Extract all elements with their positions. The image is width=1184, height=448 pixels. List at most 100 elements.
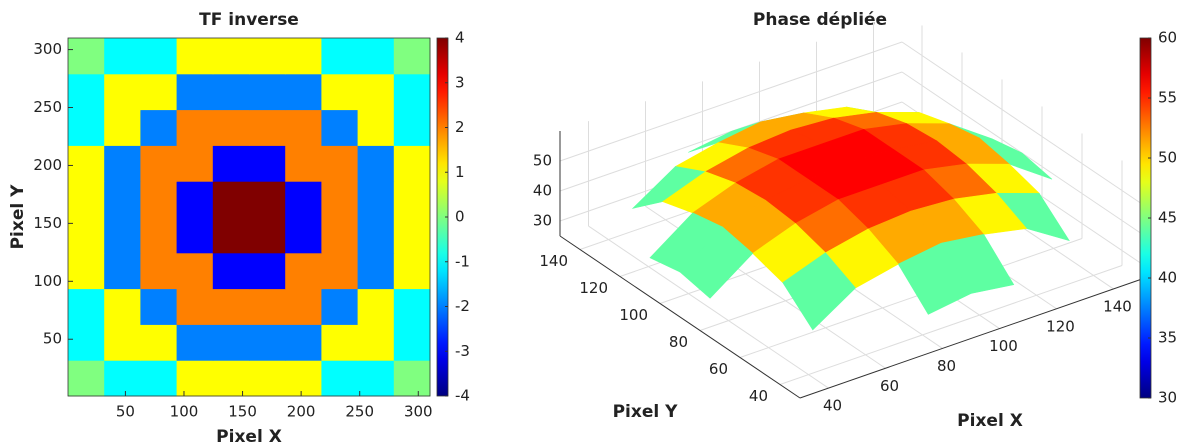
heatmap-cell xyxy=(140,252,178,290)
heatmap-cell xyxy=(249,181,286,218)
heatmap-cell xyxy=(176,324,214,361)
heatmap-cell xyxy=(140,324,178,361)
colorbar-tick-label: 0 xyxy=(455,208,465,226)
grid-line xyxy=(779,265,1123,385)
heatmap-cell xyxy=(249,73,286,111)
heatmap-cell xyxy=(212,360,250,397)
heatmap-cell xyxy=(357,217,395,254)
y-tick-label: 60 xyxy=(709,360,728,378)
heatmap-cell xyxy=(68,288,105,325)
heatmap-cell xyxy=(285,252,322,290)
heatmap-cell xyxy=(357,288,395,325)
colorbar-tick-label: 50 xyxy=(1158,149,1177,167)
heatmap-cell xyxy=(104,360,141,397)
x-axis-line xyxy=(799,278,1143,399)
heatmap-cell xyxy=(393,73,431,111)
x-tick-label: 50 xyxy=(116,403,135,421)
colorbar-tick-label: 40 xyxy=(1158,269,1177,287)
heatmap-cell xyxy=(176,288,214,325)
heatmap-cell xyxy=(249,324,286,361)
heatmap-cell xyxy=(140,145,178,182)
heatmap-cell xyxy=(357,109,395,146)
heatmap-cell xyxy=(212,73,250,111)
heatmap-cell xyxy=(68,360,105,397)
heatmap-cell xyxy=(68,217,105,254)
grid-line xyxy=(739,238,1083,358)
heatmap-cell xyxy=(285,73,322,111)
heatmap-cell xyxy=(249,360,286,397)
heatmap-cell xyxy=(249,109,286,146)
heatmap-cell xyxy=(285,360,322,397)
heatmap-cell xyxy=(285,324,322,361)
heatmap-cell xyxy=(68,324,105,361)
heatmap-cell xyxy=(393,109,431,146)
heatmap-cell xyxy=(393,145,431,182)
y-axis-label: Pixel Y xyxy=(8,184,28,250)
colorbar-tick-label: 2 xyxy=(455,118,465,136)
heatmap-cell xyxy=(321,145,359,182)
colorbar-tick-label: 60 xyxy=(1158,29,1177,47)
colorbar-tick-label: -4 xyxy=(455,387,470,405)
heatmap-cell xyxy=(357,360,395,397)
y-axis-line xyxy=(559,235,801,399)
surface-patch xyxy=(782,252,856,331)
z-tick-label: 40 xyxy=(533,182,552,200)
y-axis-label: Pixel Y xyxy=(613,402,679,422)
heatmap-cell xyxy=(212,217,250,254)
y-tick-label: 100 xyxy=(619,306,648,324)
heatmap-cell xyxy=(212,252,250,290)
heatmap-cell xyxy=(104,109,141,146)
y-tick-label: 140 xyxy=(539,252,568,270)
heatmap-cell xyxy=(104,73,141,111)
heatmap-cell xyxy=(140,217,178,254)
heatmap-cell xyxy=(357,38,395,75)
heatmap-cell xyxy=(212,109,250,146)
heatmap-cell xyxy=(321,217,359,254)
colorbar-tick-label: 45 xyxy=(1158,209,1177,227)
heatmap-cell xyxy=(285,145,322,182)
x-axis-label: Pixel X xyxy=(957,411,1023,431)
heatmap-cell xyxy=(176,217,214,254)
heatmap-cell xyxy=(393,360,431,397)
x-tick-label: 100 xyxy=(989,337,1018,355)
x-tick-label: 300 xyxy=(404,403,433,421)
heatmap-cell xyxy=(140,288,178,325)
heatmap-cell xyxy=(212,145,250,182)
heatmap-cell xyxy=(321,360,359,397)
heatmap-cell xyxy=(104,145,141,182)
colorbar-tick-label: -2 xyxy=(455,297,470,315)
x-tick-label: 150 xyxy=(228,403,257,421)
y-tick-label: 300 xyxy=(33,40,62,58)
heatmap-cell xyxy=(212,288,250,325)
colorbar-tick-label: 1 xyxy=(455,163,465,181)
heatmap-cell xyxy=(104,288,141,325)
heatmap-cell xyxy=(212,181,250,218)
heatmap-cell xyxy=(393,252,431,290)
colorbar-tick-label: 35 xyxy=(1158,329,1177,347)
heatmap-cell xyxy=(249,217,286,254)
heatmap-cell xyxy=(68,38,105,75)
heatmap-cell xyxy=(249,145,286,182)
heatmap-cell xyxy=(321,181,359,218)
heatmap-cell xyxy=(68,73,105,111)
x-tick-label: 40 xyxy=(823,397,842,415)
z-tick-label: 50 xyxy=(533,152,552,170)
heatmap-cell xyxy=(321,109,359,146)
x-tick-label: 140 xyxy=(1103,297,1132,315)
heatmap-cell xyxy=(249,288,286,325)
heatmap-cell xyxy=(357,181,395,218)
colorbar-tick-label: 55 xyxy=(1158,89,1177,107)
y-tick-label: 150 xyxy=(33,214,62,232)
heatmap-cell xyxy=(140,181,178,218)
chart-title: Phase dépliée xyxy=(753,10,887,30)
colorbar-tick-label: -3 xyxy=(455,342,470,360)
surface-patch xyxy=(679,226,754,299)
heatmap-cell xyxy=(68,145,105,182)
x-tick-label: 120 xyxy=(1046,317,1075,335)
z-tick-label: 30 xyxy=(533,212,552,230)
plot-frame xyxy=(67,37,431,397)
heatmap-cell xyxy=(393,38,431,75)
heatmap-cell xyxy=(176,38,214,75)
heatmap-cell xyxy=(104,217,141,254)
heatmap-cell xyxy=(176,181,214,218)
